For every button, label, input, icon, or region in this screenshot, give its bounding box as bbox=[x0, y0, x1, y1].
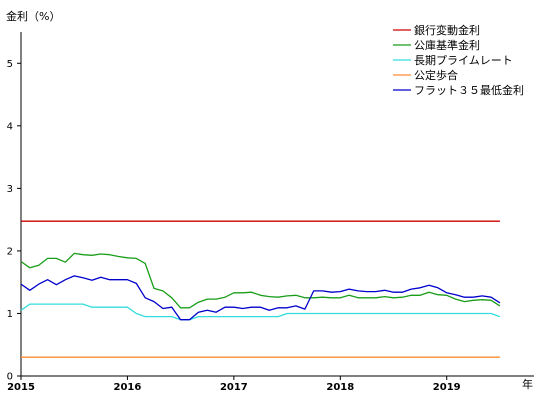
legend-label-5: フラット３５最低金利 bbox=[414, 83, 524, 97]
x-tick-label: 2018 bbox=[326, 382, 354, 393]
y-tick-label: 1 bbox=[7, 309, 13, 320]
x-tick-label: 2016 bbox=[114, 382, 142, 393]
legend-label-3: 長期プライムレート bbox=[414, 54, 513, 67]
legend-label-4: 公定歩合 bbox=[414, 68, 458, 82]
y-axis-ticks: 0 1 2 3 4 5 bbox=[7, 59, 21, 383]
y-tick-label: 2 bbox=[7, 246, 13, 257]
axes bbox=[20, 32, 534, 377]
y-tick-label: 3 bbox=[7, 184, 13, 195]
x-axis-title: 年 bbox=[522, 377, 533, 391]
y-tick-label: 0 bbox=[7, 372, 13, 383]
series-lines bbox=[20, 220, 501, 358]
x-axis-ticks: 2015 2016 2017 2018 2019 bbox=[7, 376, 461, 393]
x-tick-label: 2019 bbox=[433, 382, 461, 393]
legend-label-2: 公庫基準金利 bbox=[414, 38, 480, 52]
x-tick-label: 2015 bbox=[7, 382, 35, 393]
legend-label-1: 銀行変動金利 bbox=[414, 23, 480, 37]
x-tick-label: 2017 bbox=[220, 382, 248, 393]
series-line-2 bbox=[20, 252, 501, 309]
series-line-5 bbox=[20, 275, 501, 321]
y-axis-title: 金利（%） bbox=[6, 9, 60, 23]
series-line-3 bbox=[20, 303, 501, 321]
y-tick-label: 4 bbox=[7, 121, 13, 132]
y-tick-label: 5 bbox=[7, 59, 13, 70]
